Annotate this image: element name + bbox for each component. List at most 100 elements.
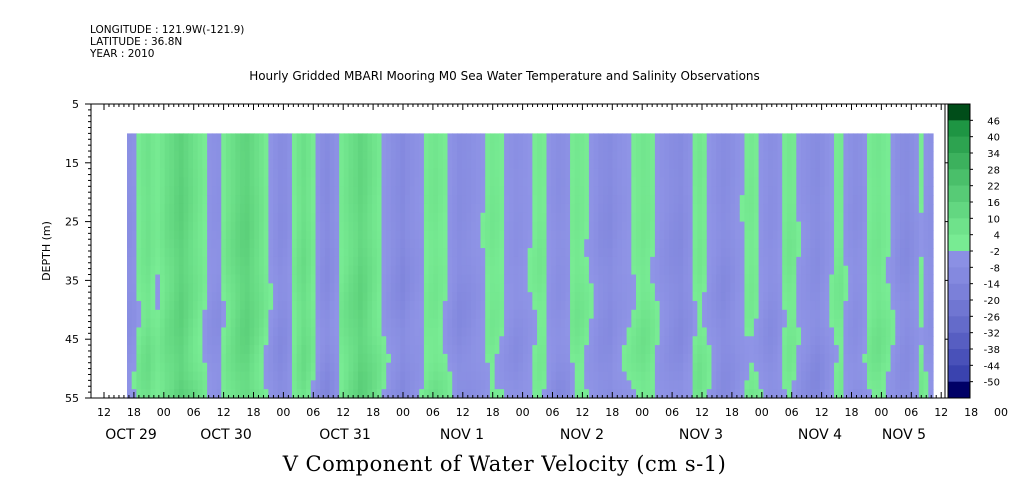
heatmap-cell	[277, 230, 284, 240]
heatmap-cell	[405, 177, 411, 187]
heatmap-cell	[555, 336, 562, 346]
heatmap-cell	[673, 300, 680, 311]
heatmap-cell	[810, 283, 816, 293]
heatmap-cell	[692, 292, 698, 302]
heatmap-cell	[716, 300, 722, 311]
heatmap-cell	[640, 168, 647, 179]
heatmap-cell	[824, 159, 830, 170]
heatmap-cell	[169, 151, 175, 161]
heatmap-cell	[499, 345, 505, 355]
heatmap-cell	[711, 336, 717, 346]
heatmap-cell	[197, 256, 204, 267]
heatmap-cell	[555, 239, 562, 249]
heatmap-cell	[390, 203, 397, 214]
heatmap-cell	[786, 353, 793, 364]
heatmap-cell	[626, 195, 632, 205]
heatmap-cell	[758, 362, 764, 373]
heatmap-cell	[367, 336, 373, 346]
heatmap-cell	[522, 151, 529, 161]
heatmap-cell	[504, 239, 510, 249]
heatmap-cell	[145, 230, 152, 240]
heatmap-cell	[650, 168, 656, 179]
heatmap-cell	[409, 336, 416, 346]
heatmap-cell	[570, 274, 576, 284]
heatmap-cell	[334, 239, 340, 249]
heatmap-cell	[815, 203, 821, 214]
heatmap-cell	[348, 265, 354, 276]
heatmap-cell	[673, 274, 680, 284]
heatmap-cell	[433, 195, 439, 205]
heatmap-cell	[466, 318, 472, 329]
heatmap-cell	[867, 256, 873, 267]
heatmap-cell	[730, 256, 736, 267]
heatmap-cell	[631, 239, 637, 249]
heatmap-cell	[343, 371, 350, 381]
heatmap-cell	[881, 336, 887, 346]
heatmap-cell	[654, 283, 661, 293]
heatmap-cell	[235, 142, 241, 152]
heatmap-cell	[409, 159, 416, 170]
heatmap-cell	[532, 248, 538, 258]
heatmap-cell	[848, 380, 854, 390]
heatmap-cell	[419, 256, 425, 267]
heatmap-cell	[174, 221, 180, 232]
heatmap-cell	[522, 371, 529, 381]
heatmap-cell	[570, 292, 576, 302]
heatmap-cell	[711, 353, 717, 364]
heatmap-cell	[678, 177, 684, 187]
heatmap-cell	[315, 195, 321, 205]
heatmap-cell	[207, 274, 213, 284]
heatmap-cell	[174, 248, 180, 258]
heatmap-cell	[904, 274, 911, 284]
heatmap-cell	[881, 133, 887, 143]
heatmap-cell	[433, 380, 439, 390]
heatmap-cell	[730, 283, 736, 293]
heatmap-cell	[626, 142, 632, 152]
heatmap-cell	[867, 362, 873, 373]
heatmap-cell	[574, 186, 581, 196]
heatmap-cell	[730, 345, 736, 355]
heatmap-cell	[730, 142, 736, 152]
heatmap-cell	[315, 345, 321, 355]
heatmap-cell	[654, 186, 661, 196]
heatmap-cell	[565, 371, 571, 381]
heatmap-cell	[306, 212, 312, 223]
heatmap-cell	[456, 239, 463, 249]
heatmap-cell	[258, 300, 265, 311]
heatmap-cell	[372, 239, 378, 249]
heatmap-cell	[277, 177, 284, 187]
heatmap-cell	[768, 159, 774, 170]
heatmap-cell	[513, 212, 519, 223]
heatmap-cell	[848, 309, 854, 320]
heatmap-cell	[711, 133, 717, 143]
heatmap-cell	[819, 133, 826, 143]
heatmap-cell	[546, 177, 552, 187]
heatmap-cell	[631, 212, 637, 223]
heatmap-cell	[777, 230, 783, 240]
heatmap-cell	[254, 159, 260, 170]
heatmap-cell	[796, 309, 802, 320]
heatmap-cell	[145, 239, 152, 249]
heatmap-cell	[494, 283, 500, 293]
heatmap-cell	[273, 371, 279, 381]
heatmap-cell	[900, 159, 906, 170]
heatmap-cell	[852, 327, 859, 337]
heatmap-cell	[621, 239, 628, 249]
heatmap-cell	[848, 195, 854, 205]
heatmap-cell	[692, 274, 698, 284]
heatmap-cell	[815, 292, 821, 302]
heatmap-cell	[376, 389, 383, 399]
heatmap-cell	[697, 203, 703, 214]
heatmap-cell	[612, 221, 618, 232]
heatmap-cell	[565, 248, 571, 258]
heatmap-cell	[405, 239, 411, 249]
heatmap-cell	[834, 239, 840, 249]
heatmap-cell	[815, 371, 821, 381]
heatmap-cell	[357, 389, 364, 399]
heatmap-cell	[763, 133, 769, 143]
heatmap-cell	[357, 292, 364, 302]
heatmap-cell	[423, 371, 430, 381]
heatmap-cell	[739, 248, 746, 258]
heatmap-cell	[555, 230, 562, 240]
heatmap-cell	[155, 142, 161, 152]
